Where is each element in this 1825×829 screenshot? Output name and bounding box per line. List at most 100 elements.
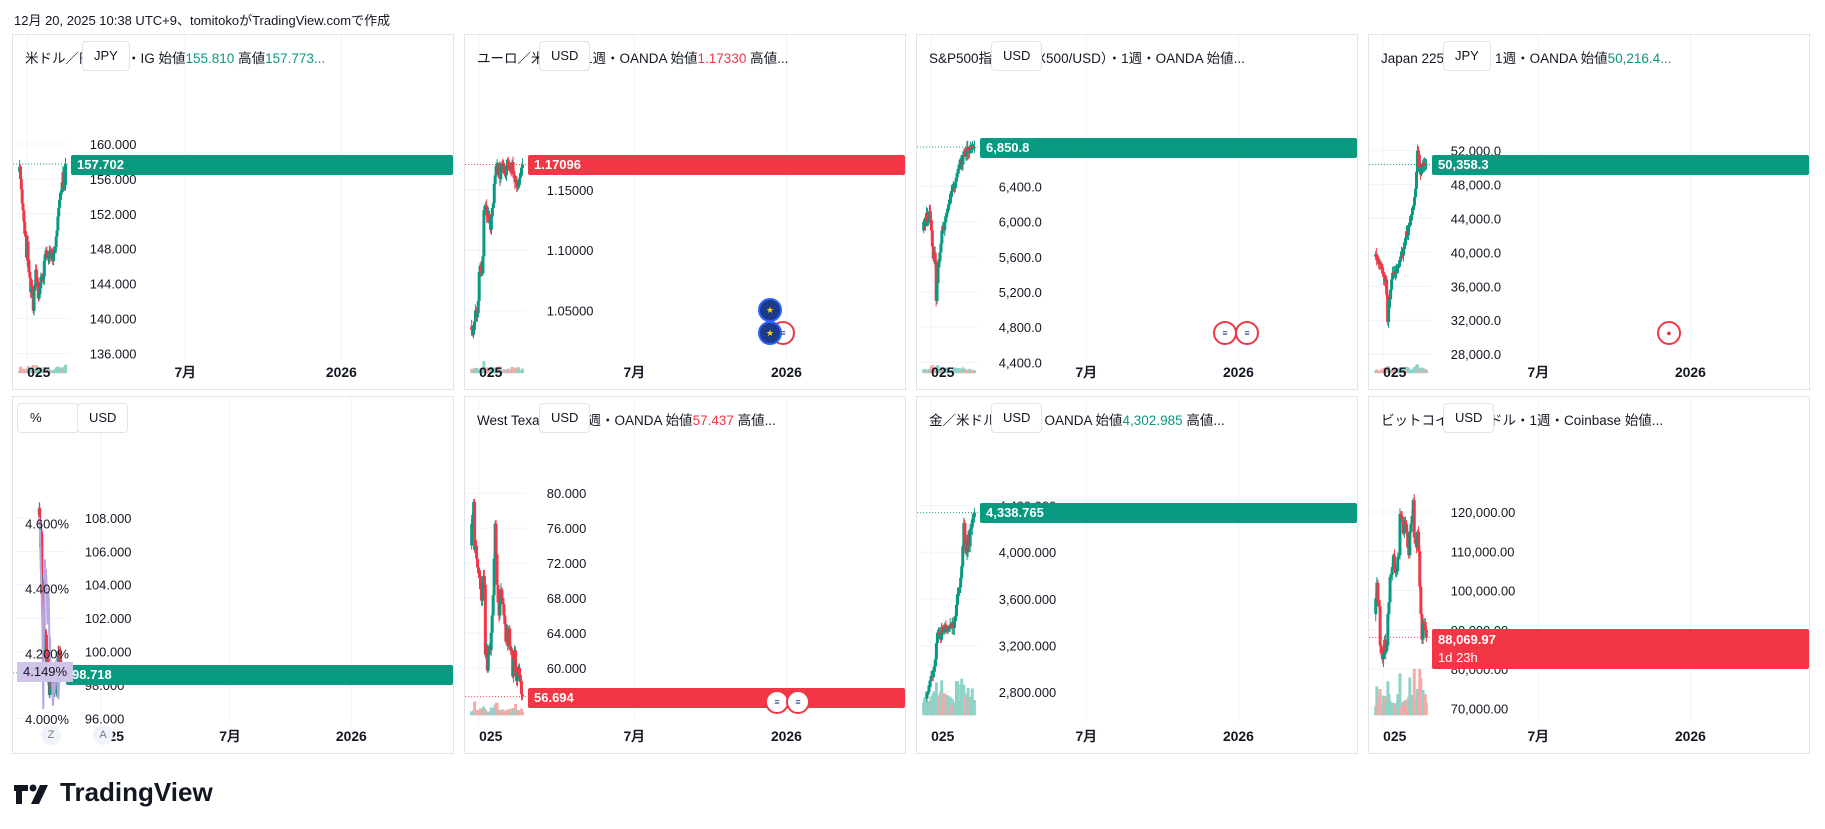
candlestick-chart-usdjpy[interactable]: 160.000 156.000 152.000 148.000 144.000 140.0…	[13, 35, 453, 389]
currency-button[interactable]: USD	[991, 403, 1043, 433]
currency-button[interactable]: JPY	[82, 41, 130, 71]
eu-flag-icon[interactable]: ★	[758, 298, 782, 322]
x-tick-label: 2026	[1675, 364, 1706, 380]
candle	[26, 241, 30, 261]
brand-name: TradingView	[60, 777, 213, 807]
candlestick-chart-btcusd[interactable]: 120,000.00110,000.00100,000.0090,000.008…	[1369, 397, 1809, 753]
chart-panel-spx500[interactable]: 6,400.0 6,000.0 5,600.0 5,200.0 4,800.0 4,400…	[916, 34, 1358, 390]
candlestick-chart-eurusd[interactable]: 1.15000 1.10000 1.05000 025 7月 2026	[465, 35, 905, 389]
candle	[32, 290, 36, 311]
x-tick-label: 025	[479, 364, 502, 380]
chart-panel-eurusd[interactable]: 1.15000 1.10000 1.05000 025 7月 2026 ユーロ／米ドル・1週…	[464, 34, 906, 390]
currency-button[interactable]: USD	[991, 41, 1043, 71]
symbol-title[interactable]: Japan 225 (JPY)・1週・OANDA 始値50,216.4...	[1381, 47, 1671, 67]
candle	[22, 210, 26, 222]
eu-flag-icon[interactable]: ★	[758, 321, 782, 345]
candle	[490, 615, 494, 633]
us-flag-icon[interactable]: ≡	[1235, 321, 1259, 345]
candle	[1378, 606, 1382, 646]
candle	[1403, 521, 1407, 524]
candlestick-chart-us10y[interactable]: 108.000106.000104.000102.000100.00098.00…	[13, 397, 453, 753]
last-price-badge: 88,069.97 1d 23h	[1432, 628, 1809, 669]
candle	[964, 541, 968, 554]
y-tick-label: 5,600.0	[999, 250, 1042, 265]
candle	[38, 507, 42, 522]
candle	[476, 558, 480, 568]
volume-bar	[1424, 369, 1428, 374]
currency-button[interactable]: USD	[539, 403, 591, 433]
candle	[968, 149, 972, 154]
candle	[502, 604, 506, 616]
chart-panel-us10y[interactable]: 108.000 106.000 104.000 102.000 100.000 98.00…	[12, 396, 454, 754]
currency-button[interactable]: USD	[77, 403, 129, 433]
candle	[943, 624, 947, 633]
zoom-button[interactable]: Z	[41, 725, 61, 745]
candle	[486, 654, 490, 671]
currency-button[interactable]: USD	[1443, 403, 1495, 433]
volume-bar	[1375, 369, 1379, 374]
chart-caption: 12月 20, 2025 10:38 UTC+9、tomitokoがTradin…	[14, 13, 391, 28]
symbol-title[interactable]: West Texas Oil・1週・OANDA 始値57.437 高値...	[477, 409, 776, 429]
symbol-title[interactable]: 金／米ドル・1週・OANDA 始値4,302.985 高値...	[929, 409, 1225, 429]
chart-panel-xauusd[interactable]: 4,400.0004,000.0003,600.0003,200.0002,80…	[916, 396, 1358, 754]
high-value: 157.773...	[265, 51, 326, 66]
candle	[1410, 214, 1413, 219]
candle	[495, 554, 499, 585]
y-tick-label: 100,000.00	[1451, 584, 1516, 599]
candle	[488, 214, 492, 222]
us-flag-icon[interactable]: ≡	[786, 690, 810, 714]
currency-button[interactable]: JPY	[1443, 41, 1491, 71]
candle	[955, 173, 959, 178]
chart-panel-usdjpy[interactable]: 160.000 156.000 152.000 148.000 144.000 140.0…	[12, 34, 454, 390]
volume-bar	[515, 367, 519, 374]
candle	[932, 666, 936, 671]
chart-panel-btcusd[interactable]: 120,000.00110,000.00100,000.0090,000.008…	[1368, 396, 1810, 754]
symbol-title[interactable]: ユーロ／米ドル・1週・OANDA 始値1.17330 高値...	[477, 47, 788, 67]
candle	[42, 261, 46, 277]
chart-panel-jp225[interactable]: 52,000.0 48,000.0 44,000.0 40,000.0 36,000.0…	[1368, 34, 1810, 390]
candlestick-chart-jp225[interactable]: 52,000.0 48,000.0 44,000.0 40,000.0 36,000.0…	[1369, 35, 1809, 389]
candle	[35, 269, 39, 285]
candle	[27, 260, 31, 273]
candle	[1421, 623, 1425, 640]
volume-bar	[1412, 668, 1416, 716]
candle	[965, 147, 969, 156]
volume-bar	[970, 688, 974, 716]
auto-scale-button[interactable]: A	[93, 725, 113, 745]
candle	[926, 692, 930, 695]
candlestick-chart-xauusd[interactable]: 4,400.0004,000.0003,600.0003,200.0002,80…	[917, 397, 1357, 753]
y-tick-label: 4,000.000	[999, 545, 1056, 560]
candle	[1377, 602, 1381, 607]
candle	[56, 216, 60, 231]
candle	[45, 250, 49, 254]
symbol-title[interactable]: ビットコイン／米ドル・1週・Coinbase 始値...	[1381, 409, 1663, 429]
chart-panel-wtico[interactable]: 80.000 76.000 72.000 68.000 64.000 60.000 025 7…	[464, 396, 906, 754]
y-tick-label: 64.000	[547, 626, 586, 641]
candle	[513, 177, 517, 182]
candle	[958, 161, 962, 165]
volume-bar	[940, 680, 944, 716]
candlestick-chart-wtico[interactable]: 80.000 76.000 72.000 68.000 64.000 60.000 025 7…	[465, 397, 905, 753]
symbol-title[interactable]: S&P500指数（SPX500/USD）・1週・OANDA 始値...	[929, 47, 1245, 67]
candle	[520, 693, 524, 697]
tradingview-brand[interactable]: TradingView	[14, 777, 213, 808]
y-tick-label: 6,000.0	[999, 215, 1042, 230]
y-tick-label: 48,000.0	[1451, 178, 1501, 193]
candle	[63, 185, 67, 188]
currency-button[interactable]: USD	[539, 41, 591, 71]
candlestick-chart-spx500[interactable]: 6,400.0 6,000.0 5,600.0 5,200.0 4,800.0 4,400…	[917, 35, 1357, 389]
candle	[1403, 243, 1407, 249]
us-flag-icon[interactable]: ≡	[1213, 321, 1237, 345]
candle	[1379, 645, 1383, 654]
candle	[1404, 239, 1408, 244]
candle	[494, 523, 498, 555]
high-label: 高値...	[733, 413, 776, 428]
jp-flag-icon[interactable]: ●	[1657, 321, 1681, 345]
candle	[940, 230, 944, 244]
candle	[949, 197, 952, 200]
percent-scale-button[interactable]: %	[17, 403, 79, 433]
volume-bar	[953, 367, 957, 374]
symbol-title[interactable]: 米ドル／円・1週・IG 始値155.810 高値157.773...	[25, 47, 325, 67]
volume-bar	[1378, 688, 1382, 716]
candle	[512, 174, 516, 178]
